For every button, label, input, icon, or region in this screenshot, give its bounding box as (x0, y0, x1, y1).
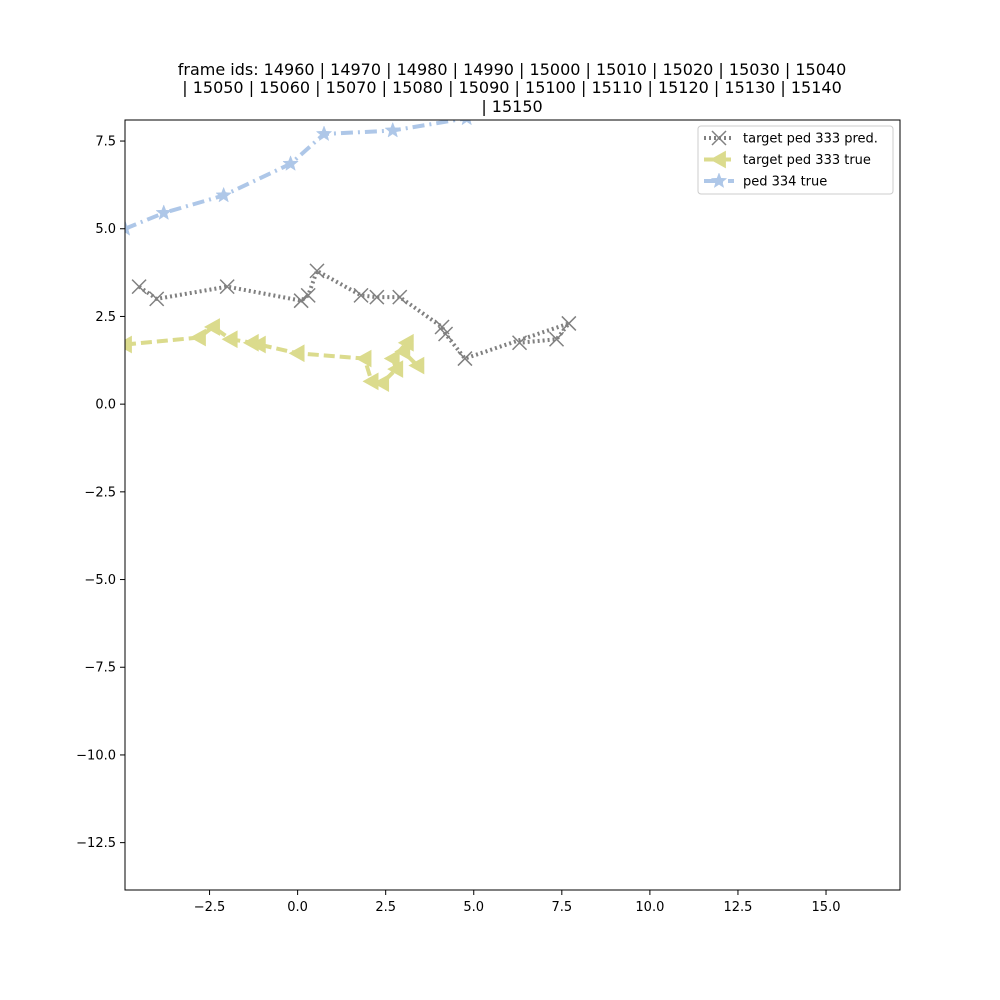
series-2-point-15 (408, 356, 425, 375)
series-2-point-8 (355, 349, 372, 368)
series-2-point-14 (394, 342, 411, 361)
series-1-point-5 (300, 287, 316, 303)
series-2-point-9 (362, 372, 379, 391)
chart-title-line-1: frame ids: 14960 | 14970 | 14980 | 14990… (178, 60, 847, 79)
legend-label: target ped 333 pred. (743, 132, 878, 147)
legend-marker (710, 172, 728, 189)
series-2 (125, 318, 425, 392)
series-1-point-15 (512, 335, 528, 351)
series-1-point-13 (561, 315, 577, 331)
legend-entry-2: target ped 333 true (704, 150, 871, 169)
series-3 (125, 120, 472, 236)
series-1-point-12 (457, 351, 473, 367)
series-3-point-2 (155, 204, 173, 220)
x-tick-label: 0.0 (287, 900, 308, 915)
series-3-point-4 (282, 155, 299, 171)
y-tick-label: −2.5 (84, 485, 116, 500)
y-tick-label: 2.5 (95, 310, 116, 325)
y-tick-label: 5.0 (95, 222, 116, 237)
chart-title-line-2: | 15050 | 15060 | 15070 | 15080 | 15090 … (182, 78, 842, 97)
series-1-point-1 (131, 279, 147, 295)
legend: target ped 333 pred. target ped 333 true p… (697, 125, 894, 195)
series-1-line (137, 268, 571, 361)
series-1 (131, 263, 577, 367)
series-2-point-3 (204, 318, 220, 336)
y-axis: 7.5 5.0 2.5 0.0 −2.5 −5.0 −7.5 −10.0 −12.5 (76, 135, 125, 851)
y-tick-label: −10.0 (76, 748, 116, 763)
legend-marker (709, 150, 726, 169)
legend-label: target ped 333 true (743, 153, 871, 168)
x-tick-label: 10.0 (635, 900, 664, 915)
series-2-point-4 (221, 330, 238, 349)
plot-frame (124, 119, 901, 891)
series-2-point-2 (189, 328, 206, 347)
series-3-point-3 (215, 186, 232, 203)
chart-title-line-3: | 15150 (481, 97, 542, 116)
series-layer (125, 120, 577, 392)
legend-marker (711, 130, 727, 146)
x-tick-label: 2.5 (375, 900, 396, 915)
series-3-line (125, 120, 468, 231)
series-3-point-1 (125, 220, 134, 236)
series-2-line (125, 324, 419, 386)
x-tick-label: 5.0 (463, 900, 484, 915)
series-2-point-1 (125, 335, 132, 354)
x-tick-label: 7.5 (551, 900, 572, 915)
series-3-point-5 (315, 125, 333, 142)
x-tick-label: 12.5 (723, 900, 752, 915)
series-1-point-8 (369, 289, 385, 305)
legend-entry-3: ped 334 true (704, 172, 827, 190)
legend-label: ped 334 true (743, 175, 827, 190)
x-tick-label: −2.5 (194, 900, 226, 915)
series-2-point-10 (373, 374, 390, 392)
y-tick-label: −12.5 (76, 836, 116, 851)
series-1-point-4 (293, 293, 309, 309)
series-1-point-10 (434, 319, 450, 335)
y-tick-label: 0.0 (95, 398, 116, 413)
series-2-point-12 (383, 349, 400, 368)
series-2-point-7 (288, 344, 305, 363)
series-1-point-2 (149, 291, 165, 307)
series-1-point-14 (549, 331, 565, 347)
legend-entry-1: target ped 333 pred. (704, 130, 878, 147)
x-tick-label: 15.0 (812, 900, 841, 915)
series-1-point-9 (392, 289, 408, 305)
series-1-point-6 (309, 263, 325, 279)
series-2-point-6 (249, 335, 266, 354)
y-tick-label: −7.5 (84, 661, 116, 676)
series-1-point-7 (353, 287, 369, 303)
series-1-point-11 (438, 326, 454, 342)
series-3-point-6 (384, 121, 402, 138)
series-3-point-7 (461, 120, 472, 126)
legend-box (697, 125, 894, 195)
series-1-point-3 (219, 279, 235, 295)
y-tick-label: −5.0 (84, 573, 116, 588)
y-tick-label: 7.5 (95, 135, 116, 150)
x-axis: −2.5 0.0 2.5 5.0 7.5 10.0 12.5 15.0 (194, 890, 841, 915)
